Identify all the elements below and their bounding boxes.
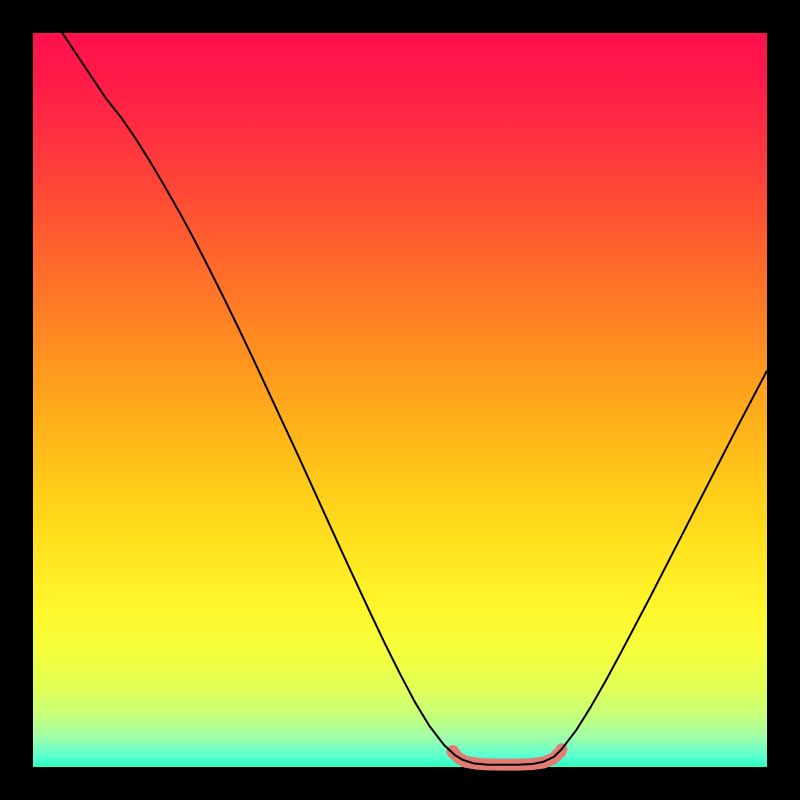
bottleneck-chart <box>0 0 800 800</box>
chart-gradient-bg <box>33 33 767 767</box>
chart-frame: TheBottleneck.com <box>0 0 800 800</box>
